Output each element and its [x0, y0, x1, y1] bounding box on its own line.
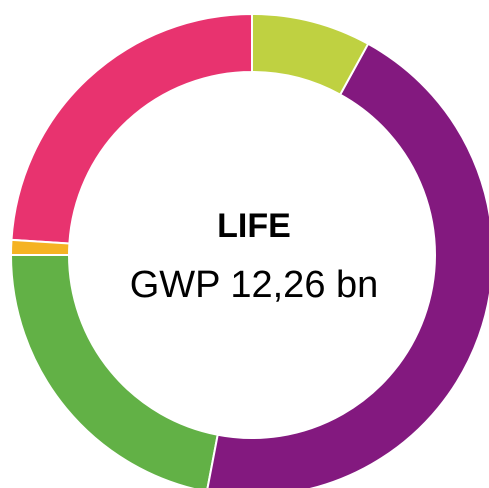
- chart-subtitle: GWP 12,26 bn: [130, 264, 379, 306]
- donut-segment: [10, 12, 253, 245]
- donut-segment: [9, 254, 219, 488]
- donut-segment: [251, 12, 370, 96]
- donut-segment: [9, 238, 71, 256]
- chart-title: LIFE: [217, 207, 291, 245]
